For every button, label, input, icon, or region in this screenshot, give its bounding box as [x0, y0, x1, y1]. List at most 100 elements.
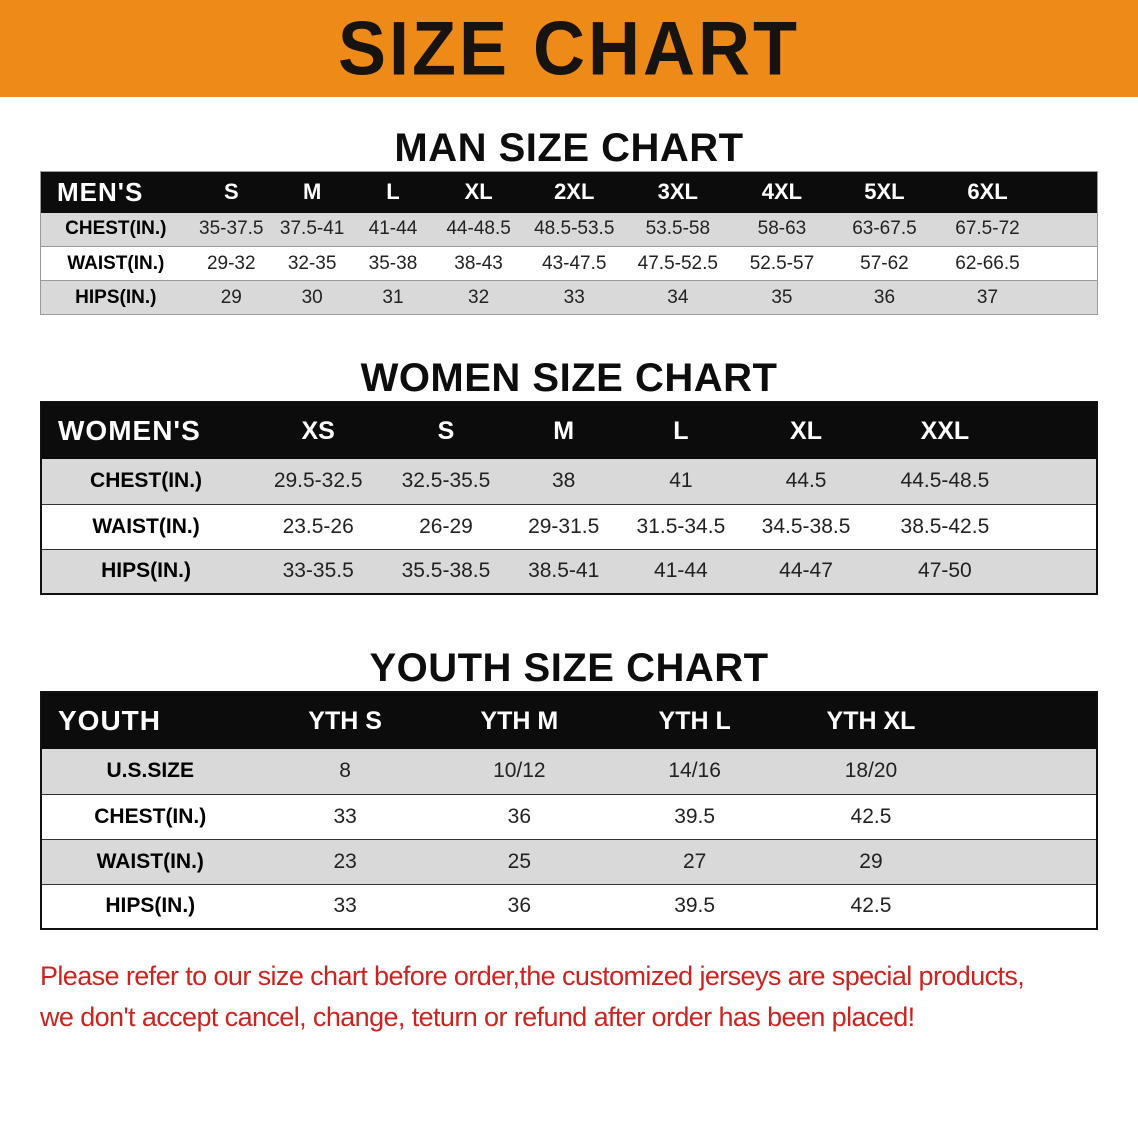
size-cell: 14/16	[668, 759, 721, 783]
size-cell: 29-32	[206, 252, 256, 274]
row-label: WAIST(IN.)	[96, 849, 204, 873]
size-cell: 37	[976, 286, 999, 308]
size-cell: 39.5	[674, 804, 716, 828]
size-cell: 29	[859, 849, 883, 873]
size-column-header: XL	[740, 402, 873, 459]
table-row: CHEST(IN.) 35-37.5 37.5-41 41-44 44-48.5…	[40, 212, 1098, 247]
size-cell: 27	[682, 849, 707, 873]
size-column-header: 2XL	[523, 171, 625, 213]
size-cell: 41-44	[654, 559, 708, 583]
size-cell: 34	[667, 286, 689, 308]
size-cell: 25	[507, 849, 532, 873]
filler-cell	[1018, 549, 1097, 594]
size-cell: 31.5-34.5	[636, 514, 726, 538]
page-title: SIZE CHART	[338, 6, 800, 91]
youth-header-row: YOUTH YTH S YTH M YTH L YTH XL	[41, 692, 1097, 749]
size-cell: 67.5-72	[955, 218, 1020, 240]
size-cell: 47-50	[918, 559, 972, 583]
size-cell: 23.5-26	[282, 514, 354, 538]
size-column-header: S	[386, 402, 506, 459]
size-cell: 35-38	[368, 252, 418, 274]
size-cell: 31	[382, 286, 404, 308]
men-section-heading: MAN SIZE CHART	[394, 126, 744, 170]
youth-table-label: YOUTH	[41, 692, 259, 749]
row-label: CHEST(IN.)	[65, 218, 167, 240]
row-label: HIPS(IN.)	[75, 286, 157, 308]
filler-cell	[960, 884, 1097, 929]
size-column-header: 3XL	[624, 171, 731, 213]
table-row: WAIST(IN.) 23 25 27 29	[41, 839, 1097, 884]
size-cell: 32-35	[287, 252, 337, 274]
women-section-heading: WOMEN SIZE CHART	[360, 356, 778, 400]
size-cell: 58-63	[757, 218, 807, 240]
filler-cell	[960, 839, 1097, 884]
size-cell: 53.5-58	[645, 218, 711, 240]
size-cell: 33	[333, 894, 357, 918]
size-column-header: M	[505, 402, 622, 459]
size-column-header: YTH M	[431, 692, 607, 749]
men-table-label: MEN'S	[40, 171, 191, 213]
size-cell: 33-35.5	[282, 559, 354, 583]
size-column-header: S	[190, 171, 272, 213]
size-cell: 38-43	[454, 252, 503, 274]
size-cell: 36	[873, 286, 896, 308]
size-column-header: 5XL	[833, 171, 936, 213]
size-cell: 42.5	[850, 894, 892, 918]
size-cell: 35-37.5	[199, 218, 264, 240]
size-cell: 10/12	[493, 759, 546, 783]
size-column-header: L	[621, 402, 741, 459]
row-label: CHEST(IN.)	[94, 804, 207, 828]
filler-cell	[1039, 281, 1097, 315]
size-cell: 30	[301, 286, 323, 308]
size-cell: 34.5-38.5	[761, 514, 851, 538]
size-cell: 29	[220, 286, 242, 308]
size-cell: 44-48.5	[446, 218, 511, 240]
men-size-table: MEN'S S M L XL 2XL 3XL 4XL 5XL 6XL CHEST…	[40, 171, 1098, 315]
row-label: WAIST(IN.)	[92, 514, 200, 538]
filler-cell	[1017, 402, 1097, 459]
table-row: U.S.SIZE 8 10/12 14/16 18/20	[41, 749, 1097, 794]
table-row: CHEST(IN.) 29.5-32.5 32.5-35.5 38 41 44.…	[41, 459, 1097, 504]
title-banner: SIZE CHART	[0, 0, 1138, 97]
size-column-header: M	[271, 171, 353, 213]
size-column-header: YTH L	[606, 692, 783, 749]
size-cell: 38	[552, 469, 576, 493]
size-cell: 44-47	[779, 559, 833, 583]
women-table-label: WOMEN'S	[41, 402, 251, 459]
size-column-header: XS	[250, 402, 387, 459]
size-cell: 29.5-32.5	[273, 469, 363, 493]
size-cell: 47.5-52.5	[637, 252, 718, 274]
filler-cell	[960, 794, 1097, 839]
size-cell: 57-62	[860, 252, 909, 274]
filler-cell	[1039, 171, 1098, 213]
size-cell: 33	[333, 804, 357, 828]
men-header-row: MEN'S S M L XL 2XL 3XL 4XL 5XL 6XL	[40, 171, 1098, 213]
size-cell: 26-29	[419, 514, 473, 538]
size-cell: 29-31.5	[528, 514, 600, 538]
filler-cell	[1039, 213, 1097, 247]
size-cell: 43-47.5	[542, 252, 607, 274]
youth-size-table: YOUTH YTH S YTH M YTH L YTH XL U.S.SIZE …	[40, 691, 1098, 930]
size-cell: 44.5-48.5	[900, 469, 990, 493]
size-cell: 32	[468, 286, 490, 308]
disclaimer-note: Please refer to our size chart before or…	[40, 956, 1138, 1037]
table-row: WAIST(IN.) 29-32 32-35 35-38 38-43 43-47…	[40, 246, 1098, 281]
size-column-header: L	[352, 171, 434, 213]
table-row: CHEST(IN.) 33 36 39.5 42.5	[41, 794, 1097, 839]
size-cell: 35	[771, 286, 793, 308]
youth-section-heading: YOUTH SIZE CHART	[369, 646, 769, 690]
size-cell: 48.5-53.5	[534, 218, 615, 240]
size-cell: 23	[333, 849, 357, 873]
size-cell: 38.5-42.5	[900, 514, 990, 538]
size-cell: 52.5-57	[749, 252, 815, 274]
row-label: HIPS(IN.)	[101, 559, 191, 583]
filler-cell	[960, 749, 1097, 794]
size-column-header: XXL	[872, 402, 1018, 459]
disclaimer-line-1: Please refer to our size chart before or…	[40, 961, 1025, 991]
size-cell: 41-44	[368, 218, 418, 240]
filler-cell	[1039, 247, 1097, 281]
table-row: HIPS(IN.) 33 36 39.5 42.5	[41, 884, 1097, 929]
size-cell: 18/20	[844, 759, 898, 783]
filler-cell	[1018, 504, 1097, 549]
row-label: WAIST(IN.)	[67, 252, 165, 274]
